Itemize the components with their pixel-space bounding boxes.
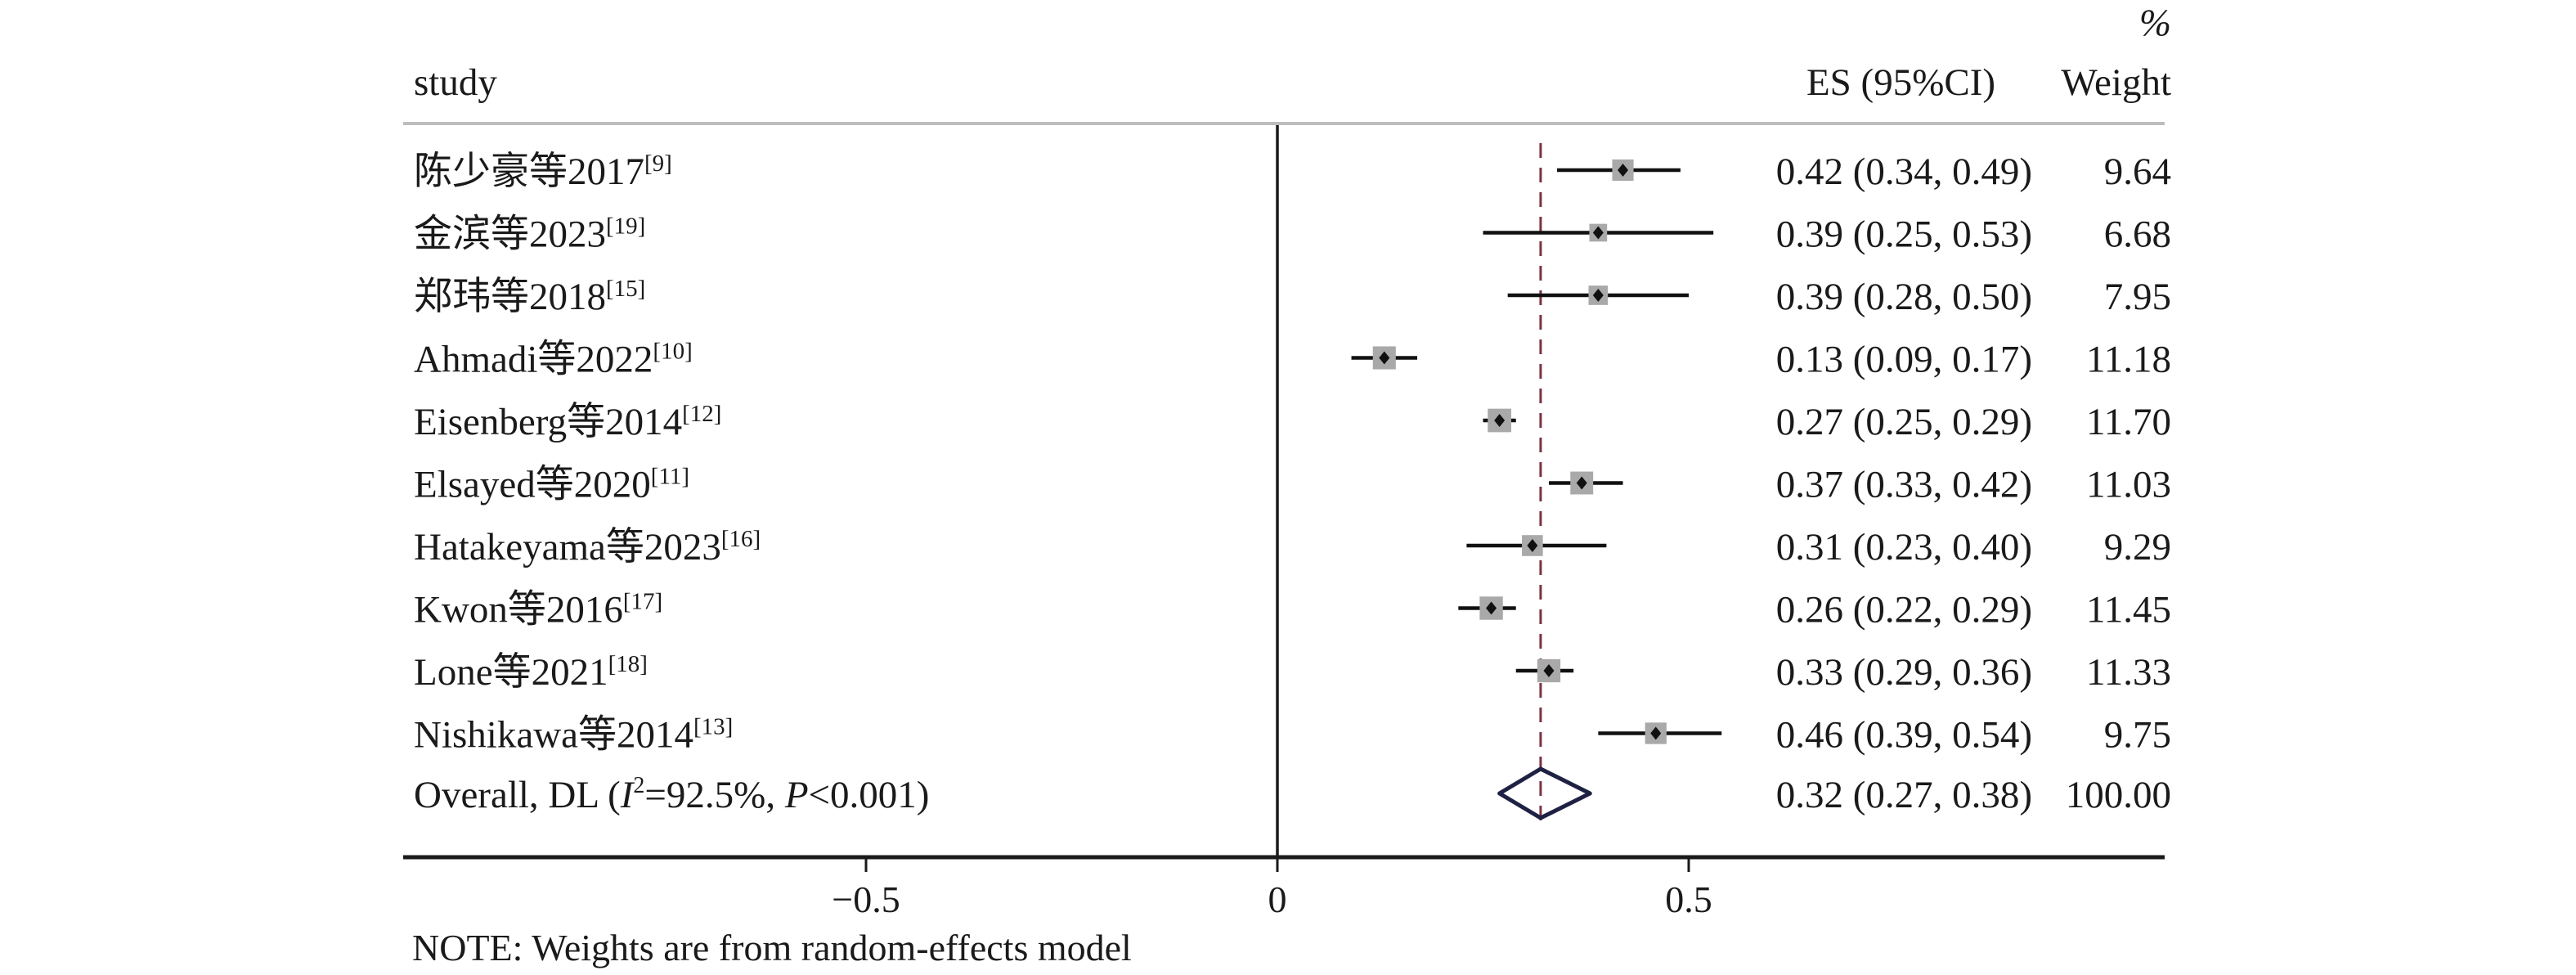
study-label: 郑玮等2018[15] (414, 276, 645, 318)
es-column-header: ES (95%CI) (1806, 61, 1995, 104)
study-reference: [19] (606, 213, 645, 240)
study-reference: [15] (606, 276, 645, 302)
overall-weight: 100.00 (2066, 774, 2171, 816)
es-ci-value: 0.42 (0.34, 0.49) (1776, 151, 2032, 193)
study-name: Nishikawa等2014 (414, 714, 693, 757)
study-name: Kwon等2016 (414, 589, 623, 631)
weight-unit-label: % (2139, 2, 2171, 44)
weight-value: 11.45 (2086, 589, 2171, 631)
weight-column-header: Weight (2061, 61, 2171, 104)
footnote: NOTE: Weights are from random-effects mo… (412, 927, 1132, 968)
point-estimate (1527, 539, 1538, 552)
es-ci-value: 0.39 (0.25, 0.53) (1776, 213, 2032, 256)
weight-value: 11.03 (2086, 464, 2171, 506)
es-ci-value: 0.37 (0.33, 0.42) (1776, 464, 2032, 506)
es-ci-value: 0.31 (0.23, 0.40) (1776, 526, 2032, 568)
overall-row: Overall, DL (I2=92.5%, P<0.001) 0.32 (0.… (414, 766, 2171, 820)
x-axis-ticks: −0.5 0 0.5 (832, 857, 1712, 920)
point-estimate (1494, 414, 1506, 427)
study-rows: 陈少豪等2017[9] 0.42 (0.34, 0.49) 9.64金滨等2023[… (414, 151, 2171, 757)
study-reference: [10] (653, 339, 692, 365)
study-label: Nishikawa等2014[13] (414, 714, 733, 757)
p-value: <0.001) (809, 774, 930, 816)
study-reference: [17] (623, 589, 662, 615)
weight-value: 9.29 (2104, 526, 2171, 568)
study-name: 郑玮等2018 (414, 276, 606, 318)
study-name: Eisenberg等2014 (414, 401, 682, 443)
study-name: Lone等2021 (414, 651, 608, 694)
study-row: Eisenberg等2014[12] 0.27 (0.25, 0.29) 11.70 (414, 401, 2171, 443)
study-reference: [13] (693, 714, 733, 740)
study-name: Ahmadi等2022 (414, 339, 653, 381)
point-estimate (1543, 664, 1555, 677)
point-estimate (1576, 476, 1587, 490)
point-estimate (1618, 164, 1629, 177)
point-estimate (1486, 601, 1497, 615)
es-ci-value: 0.13 (0.09, 0.17) (1776, 339, 2032, 381)
p-symbol: P (784, 774, 809, 816)
study-row: Hatakeyama等2023[16] 0.31 (0.23, 0.40) 9.29 (414, 526, 2171, 568)
study-row: Kwon等2016[17] 0.26 (0.22, 0.29) 11.45 (414, 589, 2171, 631)
x-tick-label: −0.5 (832, 878, 900, 920)
point-estimate (1650, 726, 1662, 740)
study-label: Kwon等2016[17] (414, 589, 662, 631)
i2-symbol: I (620, 774, 635, 816)
weight-value: 6.68 (2104, 213, 2171, 256)
study-row: 郑玮等2018[15] 0.39 (0.28, 0.50) 7.95 (414, 276, 2171, 318)
study-reference: [11] (651, 464, 689, 490)
study-label: Ahmadi等2022[10] (414, 339, 693, 381)
overall-es-ci: 0.32 (0.27, 0.38) (1776, 774, 2032, 816)
study-name: Elsayed等2020 (414, 464, 651, 506)
es-ci-value: 0.33 (0.29, 0.36) (1776, 651, 2032, 694)
weight-value: 9.75 (2104, 714, 2171, 757)
study-reference: [9] (644, 151, 672, 177)
weight-value: 11.18 (2086, 339, 2171, 381)
study-row: Elsayed等2020[11] 0.37 (0.33, 0.42) 11.03 (414, 464, 2171, 506)
x-tick-label: 0.5 (1665, 878, 1712, 920)
study-reference: [18] (608, 651, 648, 677)
overall-diamond (1497, 766, 1592, 820)
es-ci-value: 0.39 (0.28, 0.50) (1776, 276, 2032, 318)
weight-value: 11.70 (2086, 401, 2171, 443)
study-label: Eisenberg等2014[12] (414, 401, 721, 443)
study-row: 陈少豪等2017[9] 0.42 (0.34, 0.49) 9.64 (414, 151, 2171, 193)
study-row: 金滨等2023[19] 0.39 (0.25, 0.53) 6.68 (414, 213, 2171, 256)
es-ci-value: 0.27 (0.25, 0.29) (1776, 401, 2032, 443)
i2-superscript: 2 (633, 773, 644, 798)
study-label: 陈少豪等2017[9] (414, 151, 672, 193)
x-tick-label: 0 (1268, 878, 1287, 920)
study-row: Ahmadi等2022[10] 0.13 (0.09, 0.17) 11.18 (414, 339, 2171, 381)
study-label: Lone等2021[18] (414, 651, 648, 694)
study-row: Lone等2021[18] 0.33 (0.29, 0.36) 11.33 (414, 651, 2171, 694)
study-column-header: study (414, 61, 497, 104)
overall-label: Overall, DL (I2=92.5%, P<0.001) (414, 773, 929, 816)
weight-value: 7.95 (2104, 276, 2171, 318)
study-label: Elsayed等2020[11] (414, 464, 689, 506)
point-estimate (1592, 226, 1604, 240)
weight-value: 11.33 (2086, 651, 2171, 694)
study-reference: [12] (682, 401, 721, 427)
point-estimate (1379, 351, 1390, 365)
study-label: 金滨等2023[19] (414, 213, 645, 256)
es-ci-value: 0.26 (0.22, 0.29) (1776, 589, 2032, 631)
study-name: Hatakeyama等2023 (414, 526, 721, 568)
i2-value: =92.5%, (644, 774, 784, 816)
study-row: Nishikawa等2014[13] 0.46 (0.39, 0.54) 9.75 (414, 714, 2171, 757)
study-reference: [16] (721, 526, 761, 552)
point-estimate (1592, 289, 1604, 302)
es-ci-value: 0.46 (0.39, 0.54) (1776, 714, 2032, 757)
study-label: Hatakeyama等2023[16] (414, 526, 761, 568)
study-name: 金滨等2023 (414, 213, 606, 256)
overall-prefix: Overall, DL ( (414, 774, 621, 816)
weight-value: 9.64 (2104, 151, 2171, 193)
study-name: 陈少豪等2017 (414, 151, 644, 193)
